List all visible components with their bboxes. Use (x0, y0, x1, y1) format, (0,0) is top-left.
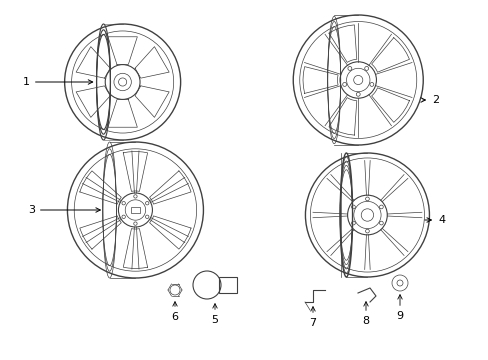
Text: 9: 9 (396, 295, 403, 321)
Text: 3: 3 (28, 205, 100, 215)
Text: 4: 4 (424, 215, 444, 225)
Bar (219, 277, 237, 293)
Text: 5: 5 (211, 304, 218, 325)
Text: 2: 2 (420, 95, 438, 105)
Text: 6: 6 (171, 302, 178, 322)
Text: 7: 7 (309, 307, 316, 328)
Text: 8: 8 (362, 302, 369, 326)
Text: 1: 1 (23, 77, 93, 87)
Bar (130, 207, 140, 213)
